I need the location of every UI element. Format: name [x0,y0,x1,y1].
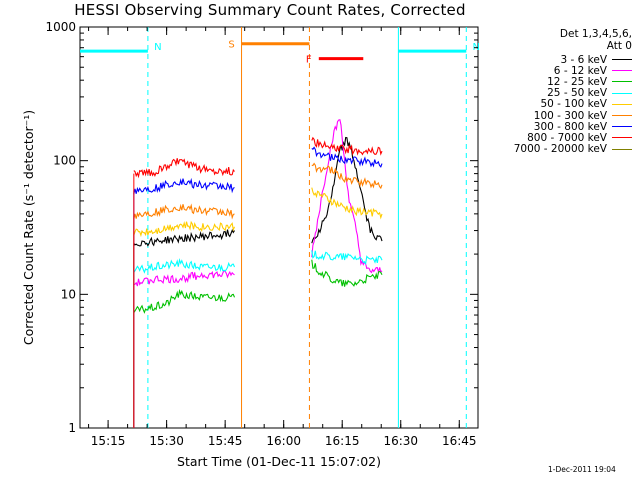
series-line [311,119,383,275]
legend-entry-label: 300 - 800 keV [533,120,607,133]
series-line [311,136,383,244]
legend-swatch [612,70,632,72]
legend-entry: 12 - 25 keV [480,75,632,88]
y-tick-label: 10 [61,287,76,301]
x-tick-label: 15:30 [149,434,184,448]
legend-header-attenuator: Att 0 [606,40,632,52]
series-line [311,162,383,190]
legend-entry-label: 12 - 25 keV [547,75,607,88]
legend-swatch [612,148,632,150]
series-line [311,146,383,168]
legend-swatch [612,81,632,83]
footer-timestamp: 1-Dec-2011 19:04 [548,465,616,474]
series-line [133,228,235,247]
series-line [311,187,383,220]
x-tick-label: 15:45 [208,434,243,448]
x-tick-label: 16:15 [325,434,360,448]
legend-entry-label: 800 - 7000 keV [527,131,607,144]
series-line [133,288,236,314]
legend-swatch [612,59,632,60]
legend-entry: 25 - 50 keV [480,87,632,100]
legend-entry: 7000 - 20000 keV [480,143,632,156]
legend-header-detectors: Det 1,3,4,5,6, [559,28,632,40]
legend-entry-label: 25 - 50 keV [547,87,607,100]
chart-title: HESSI Observing Summary Count Rates, Cor… [74,1,466,19]
legend-entry-label: 100 - 300 keV [533,109,607,122]
y-tick-label: 100 [53,154,76,168]
series-line [311,136,383,156]
legend-entry: 3 - 6 keV [480,53,632,66]
legend-entry: 50 - 100 keV [480,98,632,111]
y-tick-label: 1000 [45,20,76,34]
flare-label: F [306,55,312,66]
legend-entry-label: 7000 - 20000 keV [513,143,607,156]
y-tick-label: 1 [68,421,76,435]
x-tick-label: 16:45 [442,434,477,448]
series-line [133,203,235,220]
legend-entry: 800 - 7000 keV [480,131,632,144]
series-line [311,259,383,287]
saa-label: S [228,40,234,51]
legend-entry-label: 6 - 12 keV [553,64,607,77]
legend-entry: 300 - 800 keV [480,120,632,133]
y-axis-label: Corrected Count Rate (s⁻¹ detector⁻¹) [21,110,36,345]
legend-swatch [612,115,632,116]
series-line [133,258,236,274]
legend-entry-label: 50 - 100 keV [540,98,607,111]
series-line [133,158,235,179]
x-tick-label: 16:30 [383,434,418,448]
series-line [133,270,235,287]
x-axis-label: Start Time (01-Dec-11 15:07:02) [177,454,381,469]
x-tick-label: 15:15 [91,434,126,448]
series-line [133,220,236,238]
legend-entry-label: 3 - 6 keV [560,53,607,66]
plot-frame [79,26,479,429]
legend-swatch [612,126,632,128]
series-line [133,177,235,195]
legend-swatch [612,103,632,105]
legend-swatch [612,92,632,94]
x-tick-label: 16:00 [266,434,301,448]
legend-entry: 6 - 12 keV [480,64,632,77]
series-line [311,250,383,266]
legend-entry: 100 - 300 keV [480,109,632,122]
legend-swatch [612,137,632,139]
night-label: N [154,42,161,53]
